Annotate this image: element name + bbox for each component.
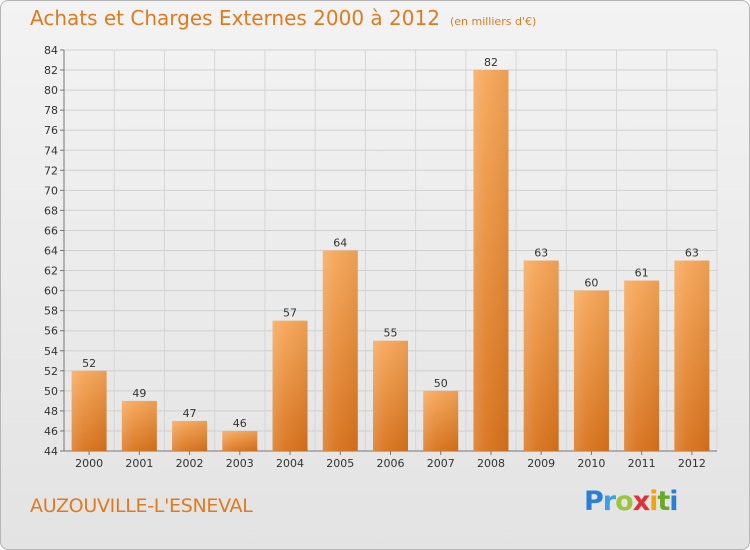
bar-shine-2005 — [322, 250, 358, 451]
y-tick-label: 80 — [44, 84, 58, 97]
y-tick-label: 82 — [44, 64, 58, 77]
value-label: 57 — [283, 307, 297, 320]
y-tick-label: 74 — [44, 144, 58, 157]
value-label: 61 — [635, 267, 649, 280]
y-tick-label: 66 — [44, 224, 58, 237]
y-tick-label: 78 — [44, 104, 58, 117]
value-label: 46 — [233, 417, 247, 430]
value-label: 47 — [183, 407, 197, 420]
x-tick-label: 2005 — [326, 457, 354, 470]
value-label: 52 — [82, 357, 96, 370]
y-tick-label: 70 — [44, 184, 58, 197]
x-tick-label: 2001 — [125, 457, 153, 470]
bar-shine-2006 — [373, 340, 408, 451]
y-tick-label: 84 — [44, 44, 58, 57]
x-tick-label: 2002 — [176, 457, 204, 470]
y-tick-label: 44 — [44, 445, 58, 458]
bar-shine-2001 — [121, 400, 157, 451]
y-tick-label: 62 — [44, 265, 58, 278]
bar-shine-2008 — [473, 70, 509, 452]
value-label: 49 — [132, 387, 146, 400]
proxiti-logo: Proxiti — [584, 486, 679, 517]
y-tick-label: 60 — [44, 285, 58, 298]
bar-shine-2009 — [523, 260, 559, 451]
y-tick-label: 68 — [44, 204, 58, 217]
x-tick-label: 2012 — [678, 457, 706, 470]
chart-title-text: Achats et Charges Externes 2000 à 2012 — [30, 6, 440, 30]
commune-name: AUZOUVILLE-L'ESNEVAL — [30, 495, 253, 517]
y-tick-label: 76 — [44, 124, 58, 137]
value-label: 50 — [434, 377, 448, 390]
value-label: 64 — [333, 237, 347, 250]
bar-layer — [71, 70, 710, 452]
value-label: 60 — [584, 277, 598, 290]
chart-title: Achats et Charges Externes 2000 à 2012 (e… — [30, 6, 536, 30]
chart-subtitle: (en milliers d'€) — [449, 15, 537, 28]
value-label: 55 — [384, 327, 398, 340]
bar-shine-2003 — [222, 430, 258, 451]
bar-shine-2012 — [674, 260, 710, 451]
y-tick-label: 64 — [44, 245, 58, 258]
bar-shine-2000 — [71, 370, 107, 451]
y-tick-label: 50 — [44, 385, 58, 398]
value-label: 63 — [685, 247, 699, 260]
bar-shine-2002 — [172, 420, 208, 451]
axis-layer: 44 46 48 50 52 54 56 58 60 62 64 66 68 70 72 74 76 78 80 82… — [44, 44, 717, 470]
label-layer: 52 49 47 46 57 64 55 50 82 63 60 61 63 — [82, 56, 699, 430]
x-tick-label: 2007 — [427, 457, 455, 470]
x-tick-label: 2010 — [577, 457, 605, 470]
x-tick-label: 2006 — [377, 457, 405, 470]
y-tick-label: 72 — [44, 164, 58, 177]
value-label: 82 — [484, 56, 498, 69]
x-tick-label: 2003 — [226, 457, 254, 470]
bar-shine-2011 — [624, 280, 660, 451]
y-tick-label: 56 — [44, 325, 58, 338]
y-tick-label: 46 — [44, 425, 58, 438]
bar-shine-2010 — [573, 290, 609, 451]
y-tick-label: 52 — [44, 365, 58, 378]
y-tick-label: 58 — [44, 305, 58, 318]
y-tick-label: 54 — [44, 345, 58, 358]
bar-shine-2007 — [423, 390, 459, 451]
x-tick-label: 2008 — [477, 457, 505, 470]
x-tick-label: 2011 — [628, 457, 656, 470]
bar-shine-2004 — [272, 320, 308, 451]
y-tick-label: 48 — [44, 405, 58, 418]
value-label: 63 — [534, 247, 548, 260]
x-tick-label: 2009 — [527, 457, 555, 470]
x-tick-label: 2000 — [75, 457, 103, 470]
x-tick-label: 2004 — [276, 457, 304, 470]
